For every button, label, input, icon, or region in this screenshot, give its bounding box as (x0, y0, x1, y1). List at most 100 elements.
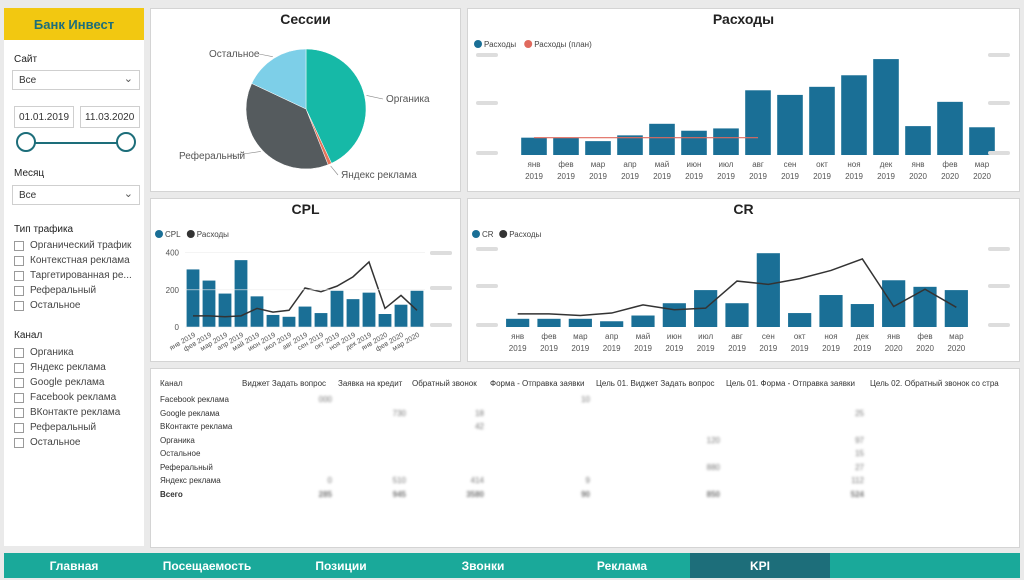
blurred-axis-label (988, 284, 1010, 288)
kpi-value-cell (239, 461, 335, 475)
chart-bar (362, 292, 376, 327)
kpi-value-cell (409, 447, 487, 461)
traffic-type-option[interactable]: Контекстная реклама (14, 253, 132, 268)
kpi-value: 510 (392, 476, 406, 486)
x-tick-label: 2019 (749, 172, 767, 181)
traffic-type-option[interactable]: Остальное (14, 298, 132, 313)
kpi-value: 112 (851, 476, 864, 486)
kpi-value: 414 (470, 476, 484, 486)
kpi-column-header[interactable]: Цель 02. Обратный звонок со стра (870, 378, 999, 388)
legend-label: Расходы (197, 230, 229, 239)
chart-bar (266, 314, 280, 327)
kpi-value: 3580 (466, 489, 484, 499)
kpi-column-header[interactable]: Заявка на кредит (338, 378, 403, 388)
kpi-value-cell: 10 (487, 393, 593, 407)
slider-start-handle[interactable] (16, 132, 36, 152)
kpi-channel-cell: Facebook реклама (160, 395, 229, 405)
pie-leader-line (258, 53, 273, 57)
date-to-input[interactable]: 11.03.2020 (80, 106, 140, 128)
chart-bar (250, 296, 264, 327)
chart-bar (777, 94, 803, 155)
channel-option[interactable]: Google реклама (14, 375, 120, 390)
kpi-value-cell (593, 420, 723, 434)
blurred-axis-label (988, 323, 1010, 327)
chart-bar (937, 101, 963, 155)
kpi-value-cell: 510 (335, 474, 409, 488)
kpi-value-cell (335, 447, 409, 461)
x-tick-label: июн (667, 332, 682, 341)
kpi-column-header[interactable]: Канал (160, 378, 183, 388)
kpi-value: 27 (855, 462, 864, 472)
channel-option[interactable]: Органика (14, 345, 120, 360)
kpi-value: 25 (855, 408, 864, 418)
site-dropdown[interactable]: Все ⌄ (12, 70, 140, 90)
tab-traffic[interactable]: Посещаемость (162, 558, 252, 573)
x-tick-label: 2019 (509, 344, 527, 353)
x-tick-label: ноя (824, 332, 837, 341)
tab-kpi[interactable]: KPI (690, 553, 830, 578)
kpi-column-header[interactable]: Обратный звонок (412, 378, 477, 388)
channel-option[interactable]: ВКонтакте реклама (14, 405, 120, 420)
tab-ads[interactable]: Реклама (596, 558, 648, 573)
tab-positions[interactable]: Позиции (315, 558, 367, 573)
x-tick-label: 2019 (685, 172, 703, 181)
chart-bar (186, 269, 200, 327)
traffic-type-option[interactable]: Органический трафик (14, 238, 132, 253)
kpi-value: 730 (392, 408, 406, 418)
kpi-table-row: Органика 120 97 (157, 434, 1007, 448)
kpi-value-cell (409, 461, 487, 475)
kpi-column-header[interactable]: Форма - Отправка заявки (490, 378, 585, 388)
kpi-value-cell: 97 (723, 434, 867, 448)
kpi-value-cell: 120 (593, 434, 723, 448)
kpi-table-row: ВКонтакте реклама 42 (157, 420, 1007, 434)
chart-bar (218, 293, 232, 327)
chart-bar (944, 290, 968, 327)
kpi-value-cell (867, 407, 1007, 421)
chart-bar (809, 86, 835, 155)
x-tick-label: 2019 (697, 344, 715, 353)
x-tick-label: янв (912, 160, 925, 169)
kpi-table-row: Facebook реклама 000 10 (157, 393, 1007, 407)
kpi-value-cell (867, 474, 1007, 488)
blurred-axis-label (476, 247, 498, 251)
kpi-value-cell (335, 420, 409, 434)
channel-option[interactable]: Яндекс реклама (14, 360, 120, 375)
channel-option[interactable]: Остальное (14, 435, 120, 450)
channel-option[interactable]: Реферальный (14, 420, 120, 435)
month-dropdown[interactable]: Все ⌄ (12, 185, 140, 205)
kpi-value: 9 (585, 476, 590, 486)
x-tick-label: янв (887, 332, 900, 341)
chart-bar (745, 90, 771, 155)
kpi-value-cell: 945 (335, 488, 409, 502)
kpi-column-header[interactable]: Цель 01. Форма - Отправка заявки (726, 378, 855, 388)
tab-main[interactable]: Главная (49, 558, 99, 573)
x-tick-label: апр (623, 160, 637, 169)
tab-calls[interactable]: Звонки (461, 558, 505, 573)
channel-option[interactable]: Facebook реклама (14, 390, 120, 405)
blurred-axis-label (988, 151, 1010, 155)
x-tick-label: ноя (847, 160, 860, 169)
kpi-value-cell (867, 488, 1007, 502)
chart-bar (410, 290, 424, 327)
kpi-channel-cell: Google реклама (160, 408, 220, 418)
chart-bar (506, 318, 530, 327)
traffic-type-option[interactable]: Таргетированная ре... (14, 268, 132, 283)
kpi-value-cell: 850 (593, 488, 723, 502)
x-tick-label: фев (917, 332, 932, 341)
kpi-column-header[interactable]: Виджет Задать вопрос (242, 378, 327, 388)
kpi-column-header[interactable]: Цель 01. Виджет Задать вопрос (596, 378, 715, 388)
kpi-value-cell (335, 461, 409, 475)
x-tick-label: мар (949, 332, 964, 341)
x-tick-label: 2019 (822, 344, 840, 353)
date-from-input[interactable]: 01.01.2019 (14, 106, 74, 128)
slider-end-handle[interactable] (116, 132, 136, 152)
chart-bar (617, 135, 643, 155)
sessions-title: Сессии (280, 11, 331, 27)
month-dropdown-value: Все (19, 190, 37, 201)
traffic-type-option[interactable]: Реферальный (14, 283, 132, 298)
kpi-value-cell (593, 407, 723, 421)
y-tick-label: 400 (166, 249, 180, 258)
kpi-table-panel: Канал Виджет Задать вопрос Заявка на креди… (150, 368, 1020, 548)
kpi-value: 18 (475, 408, 484, 418)
x-tick-label: окт (794, 332, 806, 341)
